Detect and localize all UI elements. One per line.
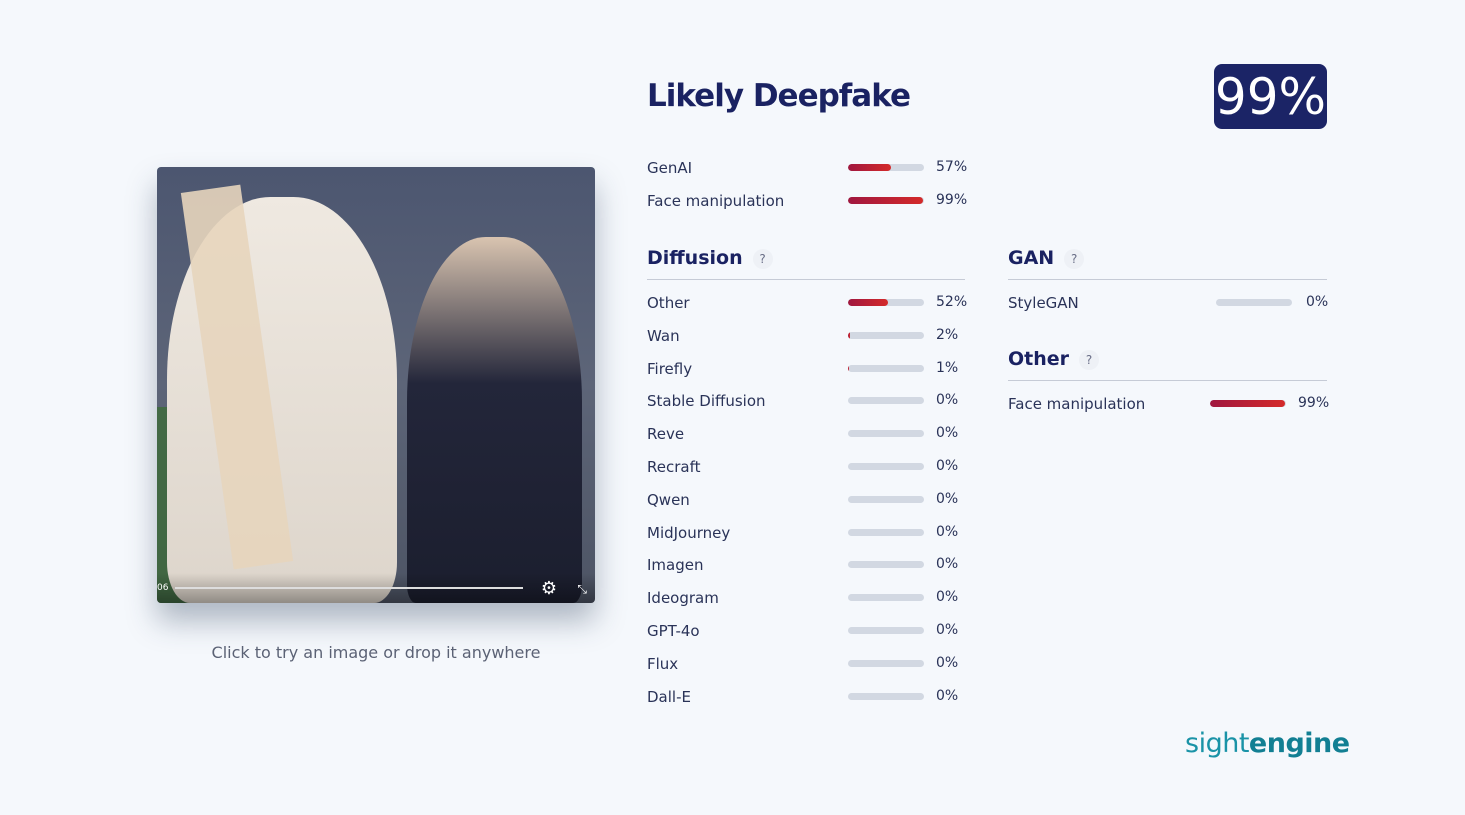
score-badge: 99% (1214, 64, 1327, 129)
score-bar (1216, 299, 1292, 306)
score-row: Wan 2% (647, 327, 977, 347)
section-other: Other? (1008, 348, 1100, 370)
row-percent: 99% (936, 192, 968, 208)
logo-text-bold: engine (1248, 728, 1350, 759)
score-row: Firefly 1% (647, 360, 977, 380)
score-bar (1210, 400, 1286, 407)
score-bar-fill (848, 331, 850, 339)
row-percent: 0% (936, 622, 959, 638)
score-row: Other 52% (647, 294, 977, 314)
score-row: Face manipulation 99% (1008, 395, 1338, 415)
score-bar (848, 627, 924, 634)
row-percent: 0% (936, 490, 959, 507)
media-preview[interactable]: 06 ⚙ ⤡ (157, 167, 595, 603)
score-bar (848, 299, 924, 306)
score-row: Reve 0% (647, 425, 977, 445)
row-percent: 0% (936, 687, 959, 704)
score-bar-fill (848, 299, 888, 306)
row-label: Face manipulation (1008, 395, 1146, 413)
score-bar (848, 197, 924, 204)
row-label: Ideogram (647, 589, 719, 608)
video-time: 06 (157, 583, 169, 593)
score-row: Face manipulation 99% (647, 192, 977, 212)
row-label: StyleGAN (1008, 294, 1079, 312)
person-right (407, 237, 582, 603)
score-bar (848, 364, 924, 372)
score-row: Ideogram 0% (647, 589, 977, 609)
row-label: Dall-E (647, 687, 691, 706)
divider (1008, 279, 1327, 280)
score-bar-fill (848, 197, 924, 204)
row-percent: 0% (936, 425, 959, 442)
row-label: Firefly (647, 359, 693, 378)
score-row: Stable Diffusion 0% (647, 392, 977, 412)
help-icon[interactable]: ? (1064, 248, 1085, 269)
section-diffusion: Diffusion? (647, 247, 773, 269)
video-controls: 06 ⚙ ⤡ (157, 573, 595, 603)
row-label: Wan (647, 326, 680, 345)
row-label: GenAI (647, 159, 693, 177)
row-percent: 0% (936, 458, 959, 474)
score-bar (848, 164, 924, 171)
row-label: Reve (647, 425, 685, 444)
row-percent: 0% (936, 654, 959, 671)
score-row: Qwen 0% (647, 491, 977, 511)
row-percent: 0% (936, 392, 959, 409)
gear-icon[interactable]: ⚙ (540, 578, 557, 599)
row-label: GPT-4o (647, 622, 700, 640)
row-label: Recraft (647, 458, 701, 476)
score-bar (848, 397, 924, 405)
row-label: MidJourney (647, 523, 731, 542)
row-percent: 0% (936, 589, 959, 606)
score-row: Imagen 0% (647, 556, 977, 576)
row-label: Qwen (647, 490, 690, 509)
row-label: Face manipulation (647, 192, 785, 210)
sightengine-logo[interactable]: sightengine (1185, 728, 1350, 759)
score-bar (848, 528, 924, 536)
score-bar (848, 495, 924, 503)
score-bar-fill (1210, 400, 1286, 407)
row-percent: 0% (936, 556, 959, 573)
section-title: Other (1008, 348, 1070, 370)
score-bar (848, 430, 924, 438)
logo-text: sight (1185, 728, 1249, 759)
score-bar-fill (848, 364, 849, 372)
score-row: StyleGAN 0% (1008, 294, 1338, 314)
result-title: Likely Deepfake (647, 78, 911, 114)
divider (647, 279, 965, 280)
video-progress-track[interactable] (175, 587, 523, 589)
score-bar (848, 331, 924, 339)
score-row: GPT-4o 0% (647, 622, 977, 642)
upload-caption[interactable]: Click to try an image or drop it anywher… (211, 643, 541, 662)
score-row: GenAI 57% (647, 159, 977, 179)
row-percent: 99% (1298, 395, 1330, 411)
score-row: Dall-E 0% (647, 688, 977, 708)
section-gan: GAN? (1008, 247, 1085, 269)
divider (1008, 380, 1327, 381)
row-percent: 57% (936, 159, 968, 175)
row-percent: 52% (936, 294, 968, 310)
row-label: Other (647, 294, 690, 312)
score-bar (848, 659, 924, 667)
row-percent: 0% (936, 523, 959, 540)
score-row: Flux 0% (647, 655, 977, 675)
help-icon[interactable]: ? (1079, 349, 1100, 370)
fullscreen-icon[interactable]: ⤡ (577, 582, 587, 596)
score-bar (848, 594, 924, 602)
score-bar (848, 463, 924, 470)
score-bar-fill (848, 164, 892, 171)
section-title: Diffusion (647, 247, 743, 269)
section-title: GAN (1008, 247, 1055, 269)
row-label: Stable Diffusion (647, 392, 766, 411)
score-bar (848, 692, 924, 700)
row-label: Imagen (647, 556, 704, 575)
score-bar (848, 561, 924, 569)
score-row: Recraft 0% (647, 458, 977, 478)
row-label: Flux (647, 654, 679, 673)
score-row: MidJourney 0% (647, 524, 977, 544)
help-icon[interactable]: ? (752, 248, 773, 269)
row-percent: 2% (936, 326, 959, 343)
row-percent: 0% (1306, 294, 1329, 310)
row-percent: 1% (936, 359, 959, 376)
